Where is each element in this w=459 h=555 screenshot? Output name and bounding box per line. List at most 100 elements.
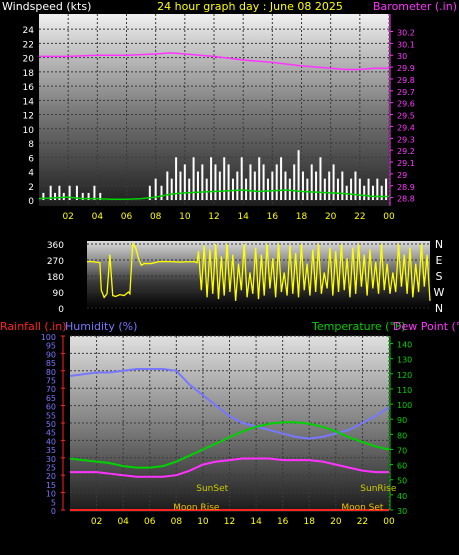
temperature-tick-label: 40 — [397, 492, 407, 501]
humidity-tick-label: 15 — [46, 481, 56, 490]
marks-layer — [38, 52, 431, 511]
barometer-tick-label: 29.8 — [397, 76, 415, 85]
compass-label: N — [435, 238, 443, 251]
humidity-tick-label: 45 — [46, 429, 56, 438]
humidity-tick-label: 50 — [46, 420, 56, 429]
time-tick-label: 18 — [296, 212, 308, 222]
barometer-tick-label: 29.3 — [397, 135, 415, 144]
humidity-tick-label: 10 — [46, 490, 56, 499]
rainfall-axis-title: Rainfall (.in) — [0, 320, 67, 333]
humidity-tick-label: 20 — [46, 472, 56, 481]
time-tick-label: 20 — [330, 517, 342, 527]
time-tick-label: 10 — [179, 212, 191, 222]
temperature-tick-label: 60 — [397, 462, 407, 471]
compass-label: S — [436, 270, 443, 283]
time-tick-label: 12 — [224, 517, 235, 527]
time-tick-label: 06 — [144, 517, 156, 527]
barometer-axis-title: Barometer (.in) — [373, 0, 457, 13]
humidity-tick-label: 5 — [51, 498, 56, 507]
humidity-tick-label: 75 — [46, 377, 56, 386]
humidity-tick-label: 60 — [46, 403, 56, 412]
wind-tick-label: 2 — [28, 183, 34, 193]
wind-tick-label: 10 — [23, 126, 35, 136]
time-tick-label: 18 — [304, 517, 316, 527]
time-tick-label: 04 — [92, 212, 104, 222]
direction-tick-label: 90 — [53, 289, 65, 299]
barometer-tick-label: 29.7 — [397, 88, 415, 97]
humidity-tick-label: 70 — [46, 385, 56, 394]
wind-tick-label: 14 — [23, 97, 35, 107]
wind-tick-label: 24 — [23, 26, 35, 36]
wind-average-line — [38, 189, 389, 201]
humidity-tick-label: 65 — [46, 394, 56, 403]
humidity-tick-label: 40 — [46, 437, 56, 446]
wind-direction-line — [86, 242, 431, 301]
compass-label: W — [434, 286, 445, 299]
time-tick-label: 12 — [208, 212, 219, 222]
time-tick-label: 22 — [354, 212, 365, 222]
chart-title: 24 hour graph day : June 08 2025 — [157, 0, 343, 13]
barometer-tick-label: 30 — [397, 52, 407, 61]
direction-tick-label: 180 — [47, 273, 64, 283]
barometer-line — [39, 52, 389, 71]
wind-tick-label: 4 — [28, 169, 34, 179]
wind-axis-title: Windspeed (kts) — [2, 0, 91, 13]
humidity-tick-label: 90 — [46, 350, 56, 359]
time-tick-label: 16 — [277, 517, 289, 527]
humidity-axis-title: Humidity (%) — [65, 320, 137, 333]
wind-tick-label: 12 — [23, 112, 34, 122]
time-tick-label: 10 — [197, 517, 209, 527]
time-tick-label: 16 — [267, 212, 279, 222]
barometer-tick-label: 29.5 — [397, 112, 415, 121]
humidity-tick-label: 30 — [46, 455, 56, 464]
temperature-tick-label: 50 — [397, 477, 407, 486]
barometer-tick-label: 29.9 — [397, 64, 415, 73]
temperature-tick-label: 30 — [397, 507, 407, 516]
wind-tick-label: 0 — [28, 197, 34, 207]
wind-tick-label: 6 — [28, 154, 34, 164]
barometer-tick-label: 29.4 — [397, 123, 415, 132]
time-tick-label: 14 — [250, 517, 262, 527]
astro-annotation: SunSet — [196, 484, 228, 494]
humidity-tick-label: 35 — [46, 446, 56, 455]
direction-tick-label: 0 — [58, 305, 64, 315]
barometer-tick-label: 30.2 — [397, 28, 415, 37]
direction-tick-label: 270 — [47, 257, 64, 267]
temperature-f-line — [69, 421, 390, 469]
time-tick-label: 14 — [237, 212, 249, 222]
barometer-tick-label: 30.1 — [397, 40, 415, 49]
temperature-tick-label: 90 — [397, 416, 407, 425]
wind-tick-label: 18 — [23, 69, 35, 79]
astro-annotation: Moon Rise — [173, 503, 220, 513]
temperature-tick-label: 110 — [397, 386, 412, 395]
temperature-tick-label: 120 — [397, 371, 412, 380]
humidity-tick-label: 25 — [46, 464, 56, 473]
humidity-tick-label: 80 — [46, 368, 56, 377]
time-tick-label: 02 — [91, 517, 102, 527]
humidity-line — [69, 368, 390, 440]
barometer-tick-label: 29.6 — [397, 100, 415, 109]
temperature-tick-label: 70 — [397, 446, 407, 455]
wind-tick-label: 16 — [23, 83, 35, 93]
compass-label: N — [435, 302, 443, 315]
direction-tick-label: 360 — [47, 241, 64, 251]
time-tick-label: 22 — [357, 517, 368, 527]
time-tick-label: 08 — [171, 517, 183, 527]
time-tick-label: 02 — [62, 212, 73, 222]
wind-tick-label: 22 — [23, 40, 34, 50]
humidity-tick-label: 0 — [51, 507, 56, 516]
astro-annotation: SunRise — [360, 484, 397, 494]
wind-tick-label: 20 — [23, 55, 35, 65]
time-tick-label: 08 — [150, 212, 162, 222]
barometer-tick-label: 29.2 — [397, 147, 415, 156]
barometer-tick-label: 28.8 — [397, 195, 415, 204]
humidity-tick-label: 55 — [46, 411, 56, 420]
humidity-tick-label: 100 — [41, 333, 56, 342]
temperature-tick-label: 100 — [397, 401, 412, 410]
temperature-axis-title: Temperature (°F) — [311, 320, 406, 333]
time-tick-label: 20 — [325, 212, 337, 222]
temperature-tick-label: 140 — [397, 341, 412, 350]
time-tick-label: 00 — [383, 212, 395, 222]
